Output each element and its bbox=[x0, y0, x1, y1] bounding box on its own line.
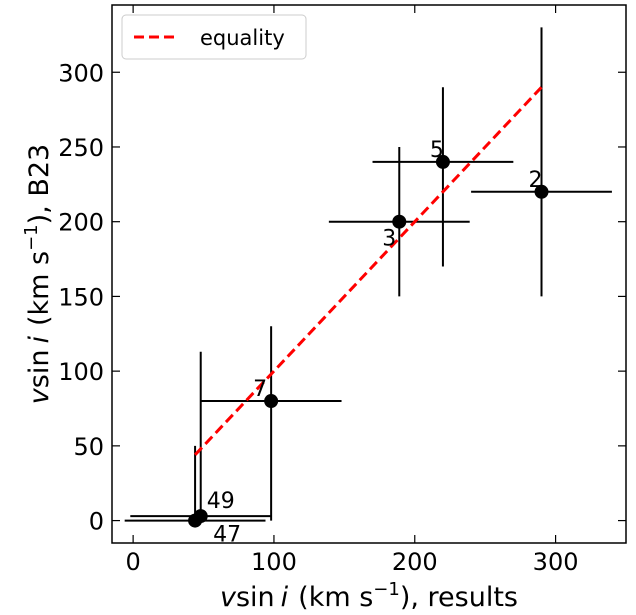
y-tick-label: 150 bbox=[58, 283, 104, 311]
point-label: 7 bbox=[253, 377, 267, 402]
point-label: 3 bbox=[382, 227, 396, 252]
plot-background bbox=[112, 5, 626, 543]
data-points bbox=[188, 154, 549, 528]
data-point bbox=[193, 509, 208, 524]
legend: equality bbox=[121, 14, 307, 60]
x-tick-label: 0 bbox=[125, 548, 140, 576]
point-label: 49 bbox=[207, 489, 235, 514]
plot-frame bbox=[111, 4, 627, 544]
data-point bbox=[392, 214, 407, 229]
y-tick-label: 250 bbox=[58, 134, 104, 162]
x-tick-label: 300 bbox=[533, 548, 579, 576]
equality-line-group bbox=[193, 86, 543, 456]
legend-label-equality: equality bbox=[200, 26, 285, 50]
point-label: 47 bbox=[213, 523, 241, 548]
equality-line bbox=[193, 86, 543, 456]
y-tick-label: 0 bbox=[89, 508, 104, 536]
legend-box bbox=[121, 14, 307, 60]
y-tick-label: 200 bbox=[58, 209, 104, 237]
y-tick-label: 300 bbox=[58, 59, 104, 87]
data-point bbox=[534, 184, 549, 199]
data-point bbox=[435, 154, 450, 169]
x-tick-label: 100 bbox=[251, 548, 297, 576]
data-point bbox=[264, 394, 279, 409]
point-label: 5 bbox=[430, 138, 444, 163]
x-axis-label: vsin i (km s−1), results bbox=[220, 579, 518, 613]
axis-ticks: 0 100 200 300 0 50 100 150 200 250 300 bbox=[58, 5, 626, 576]
y-axis-label: vsini(km s−1), B23 bbox=[21, 144, 55, 404]
y-tick-label: 50 bbox=[73, 433, 104, 461]
y-tick-label: 100 bbox=[58, 358, 104, 386]
x-tick-label: 200 bbox=[392, 548, 438, 576]
point-label: 2 bbox=[529, 168, 543, 193]
